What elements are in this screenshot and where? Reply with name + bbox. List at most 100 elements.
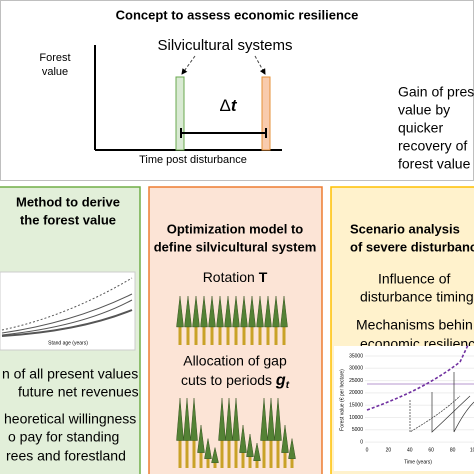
trunk [178, 436, 182, 468]
crown [240, 295, 248, 328]
y-tick-label: 10000 [349, 415, 363, 421]
left-text: heoretical willingness [4, 411, 136, 427]
crown [176, 295, 184, 328]
y-tick-label: 25000 [349, 378, 363, 384]
crown [264, 295, 272, 328]
side-text: Gain of pres [398, 84, 474, 100]
y-tick-label: 20000 [349, 390, 363, 396]
crown [272, 295, 280, 328]
y-label: Forest value (€ per hectare) [339, 369, 345, 431]
crown [190, 397, 198, 441]
crown [239, 424, 247, 453]
left-curves [1, 277, 133, 337]
trunk [282, 322, 286, 345]
delta-var: t [231, 96, 238, 115]
curve [1, 293, 133, 334]
crown [281, 424, 289, 453]
left-text: o pay for standing [8, 429, 119, 445]
middle-title: define silvicultural system [154, 239, 317, 254]
delta-t: Δt [219, 96, 237, 115]
crown [232, 397, 240, 441]
right-text: disturbance timing [360, 289, 474, 305]
pointer [254, 55, 266, 75]
rotation-var: T [259, 269, 268, 285]
crown [280, 295, 288, 328]
allocation: Allocation of gap [183, 353, 287, 369]
left-chart [0, 271, 136, 351]
left-title: Method to derive [16, 194, 120, 209]
y-tick-label: 15000 [349, 403, 363, 409]
left-text: future net revenues [18, 384, 139, 400]
trunk [227, 436, 231, 468]
crown [184, 295, 192, 328]
periods-sub: t [286, 380, 290, 391]
side-text: forest value [398, 156, 471, 172]
x-tick-label: 80 [450, 447, 456, 453]
periods-text: cuts to periods [181, 372, 276, 388]
curve [1, 299, 133, 336]
crown [216, 295, 224, 328]
periods-var: g [275, 372, 286, 389]
crown [204, 438, 212, 459]
trunk [274, 322, 278, 345]
crown [200, 295, 208, 328]
y-label: Forest [39, 52, 70, 64]
crown [260, 397, 268, 441]
trunk [283, 448, 287, 468]
trunk [192, 436, 196, 468]
trunk [234, 322, 238, 345]
side-text: quicker [398, 120, 443, 136]
crown [246, 433, 254, 457]
periods: cuts to periods gt [181, 372, 290, 391]
x-label: Time post disturbance [139, 154, 247, 166]
trunk [250, 322, 254, 345]
crown [253, 442, 261, 461]
trunk [194, 322, 198, 345]
crown [232, 295, 240, 328]
trunk [226, 322, 230, 345]
right-chart [334, 346, 474, 471]
trunk [241, 448, 245, 468]
trunk [248, 452, 252, 468]
trunk [185, 436, 189, 468]
system-bar-a [175, 76, 185, 151]
crown [176, 397, 184, 441]
systems-label: Silvicultural systems [157, 37, 292, 54]
x-tick-label: 20 [386, 447, 392, 453]
crown [225, 397, 233, 441]
x-tick-label: 0 [366, 447, 369, 453]
right-text: Mechanisms behin [356, 317, 473, 333]
side-text: recovery of [398, 138, 467, 154]
trunk [234, 436, 238, 468]
rotation-text: Rotation [203, 269, 259, 285]
y-tick-label: 5000 [352, 427, 363, 433]
x-tick-label: 40 [407, 447, 413, 453]
top-title: Concept to assess economic resilience [116, 7, 359, 22]
trunk [269, 436, 273, 468]
trunk [218, 322, 222, 345]
y-tick-label: 35000 [349, 353, 363, 359]
curve [431, 392, 471, 433]
y-label: value [42, 66, 68, 78]
system-bar-b [261, 76, 271, 151]
crown [208, 295, 216, 328]
trunk [199, 448, 203, 468]
x-tick-label: 60 [428, 447, 434, 453]
crown [267, 397, 275, 441]
curve [459, 344, 469, 363]
delta: Δ [219, 96, 230, 115]
left-title: the forest value [20, 212, 116, 227]
x-tick-label: 100 [470, 447, 474, 453]
trunk [290, 454, 294, 468]
side-text: value by [398, 102, 450, 118]
crown [211, 447, 219, 464]
crown [197, 424, 205, 453]
crown [192, 295, 200, 328]
crown [248, 295, 256, 328]
trunk [186, 322, 190, 345]
crown [224, 295, 232, 328]
trunk [178, 322, 182, 345]
trunk [266, 322, 270, 345]
curve [409, 395, 461, 433]
